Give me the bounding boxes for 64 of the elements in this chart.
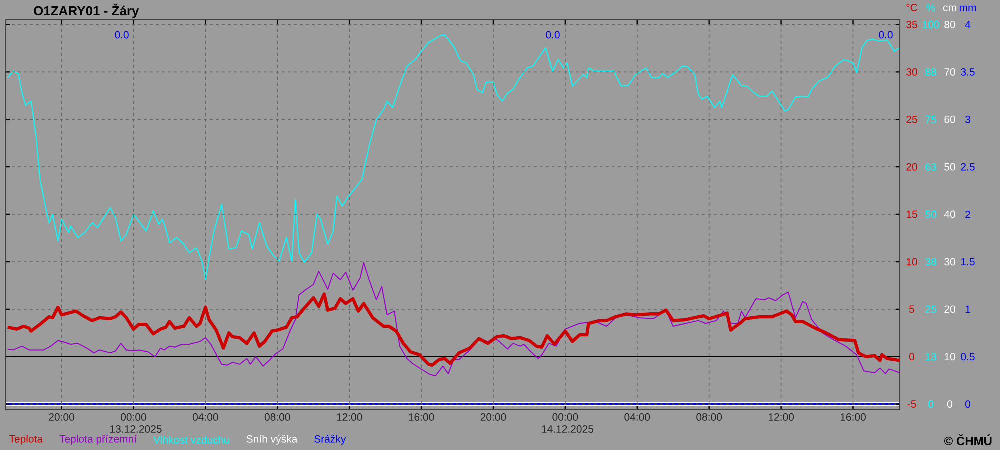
- y-tick-label: 15: [906, 210, 918, 218]
- y3-tick-label: 40: [944, 210, 956, 218]
- y2-tick-label: 25: [926, 306, 936, 314]
- text: 1: [966, 306, 970, 314]
- y2-tick-label: 75: [926, 116, 936, 124]
- annotation: 0.0: [879, 31, 893, 39]
- text: 4: [965, 21, 971, 28]
- y-tick-label: -5: [908, 400, 916, 408]
- text: mm: [960, 6, 976, 12]
- x-tick-label: 04:00: [624, 414, 650, 421]
- y2-tick-label: 50: [926, 210, 936, 218]
- text: 2.5: [961, 163, 975, 171]
- y3-tick-label: 10: [944, 353, 956, 361]
- x-tick-label: 12:00: [768, 414, 794, 421]
- text: 0: [966, 400, 971, 408]
- x-tick-label: 04:00: [192, 414, 218, 421]
- text: © ČHMÚ: [944, 434, 992, 446]
- line-series: [7, 262, 900, 376]
- y3-tick-label: 20: [944, 306, 956, 314]
- y-tick-label: 30: [906, 68, 918, 76]
- y3-tick-label: 0: [948, 400, 953, 408]
- y2-tick-label: 88: [926, 68, 936, 76]
- x-tick-label: 16:00: [409, 414, 434, 421]
- y-axis-title: °C: [906, 4, 918, 12]
- y3-tick-label: 50: [944, 163, 956, 171]
- x-tick-label: 16:00: [840, 414, 866, 421]
- x-tick-label: 08:00: [264, 414, 290, 421]
- text: Srážky: [314, 435, 346, 445]
- y-tick-label: 20: [906, 163, 918, 171]
- x-tick-label: 20:00: [480, 414, 506, 421]
- annotation: 0.0: [546, 31, 560, 39]
- x-tick-label: 08:00: [696, 414, 722, 421]
- y2-tick-label: 63: [926, 163, 936, 171]
- y3-tick-label: 80: [944, 21, 956, 28]
- x-tick-label: 12:00: [337, 414, 362, 421]
- y3-tick-label: 60: [944, 116, 956, 124]
- y3-tick-label: 30: [944, 258, 956, 266]
- text: 1.5: [962, 258, 975, 266]
- y2-tick-label: 100: [923, 21, 940, 28]
- text: Teplota přízemní: [60, 435, 138, 445]
- text: Teplota: [9, 435, 44, 445]
- text: 0.5: [961, 353, 975, 361]
- x-tick-label: 00:00 13.12.2025: [110, 414, 162, 433]
- text: Sníh výška: [246, 435, 298, 445]
- x-tick-label: 20:00: [49, 414, 74, 421]
- y-tick-label: 5: [910, 306, 914, 314]
- y2-tick-label: 38: [926, 258, 936, 266]
- y-tick-label: 10: [906, 258, 918, 266]
- chart-title: O1ZARY01 - Žáry: [34, 4, 140, 18]
- y-tick-label: 35: [906, 21, 918, 28]
- text: 3: [965, 116, 970, 124]
- x-tick-label: 00:00 14.12.2025: [542, 414, 594, 433]
- y-tick-label: 0: [910, 353, 915, 361]
- annotation: 0.0: [115, 31, 129, 39]
- y3-tick-label: 70: [944, 68, 956, 76]
- text: 2: [966, 210, 970, 218]
- text: 3.5: [961, 68, 975, 76]
- y2-tick-label: 13: [926, 353, 936, 361]
- y2-tick-label: 0: [928, 400, 934, 408]
- y-tick-label: 25: [906, 116, 918, 124]
- text: Vlhkost vzduchu: [154, 436, 230, 444]
- y3-axis-title: cm: [943, 6, 956, 12]
- line-series: [6, 292, 900, 367]
- y2-axis-title: %: [926, 4, 936, 12]
